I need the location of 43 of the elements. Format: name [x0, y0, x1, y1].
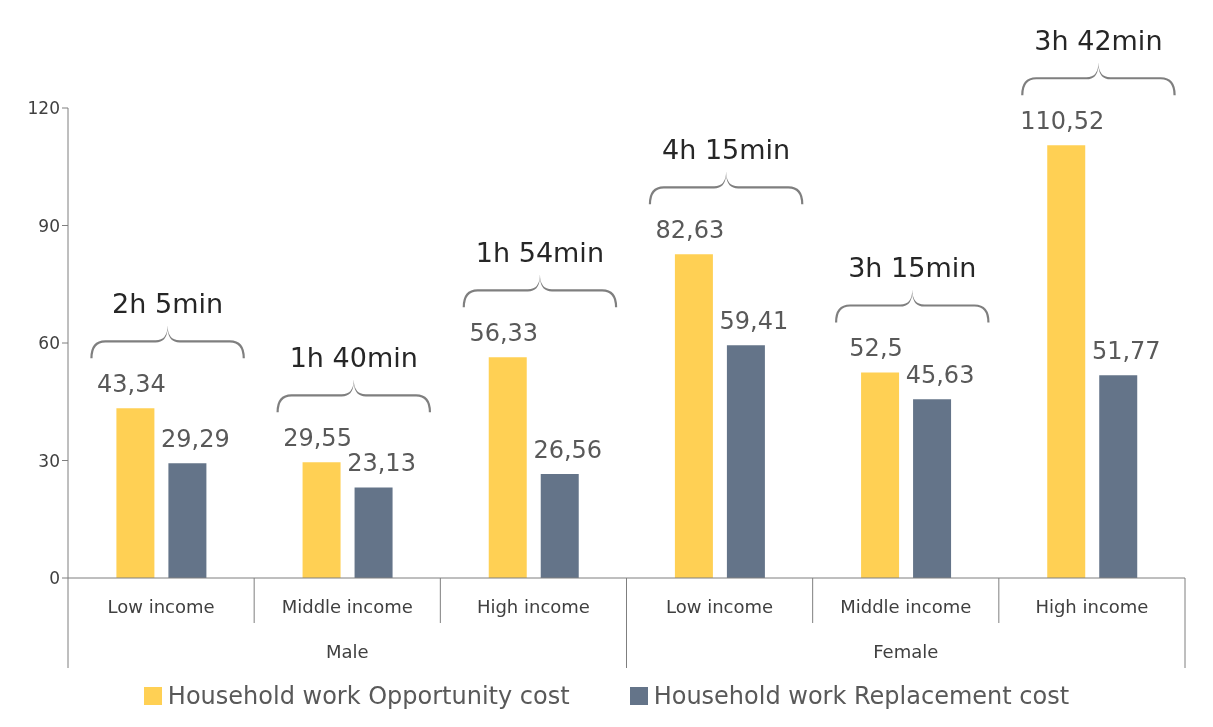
annotation: 1h 54min — [475, 237, 605, 269]
x-tick-label: Middle income — [281, 595, 413, 617]
bar — [540, 473, 579, 578]
x-tick-label: Low income — [107, 595, 215, 617]
legend-label: Household work Opportunity cost — [166, 682, 570, 710]
data-label: 26,56 — [533, 435, 603, 464]
annotation: 1h 40min — [289, 342, 418, 374]
data-label: 43,34 — [97, 370, 166, 399]
data-label: 59,41 — [719, 307, 789, 336]
y-tick-label: 90 — [38, 215, 60, 236]
bar — [116, 408, 155, 578]
data-label: 51,77 — [1091, 337, 1161, 366]
bar — [913, 399, 952, 578]
text: Female — [873, 641, 939, 662]
x-tick-label: High income — [476, 595, 590, 617]
annotation: 2h 5min — [112, 288, 224, 320]
y-tick-label: 60 — [38, 333, 60, 354]
bar — [488, 357, 527, 578]
x-tick-label: High income — [1035, 595, 1149, 617]
data-label: 110,52 — [1020, 107, 1105, 136]
bar — [674, 254, 713, 578]
data-label: 56,33 — [469, 319, 539, 348]
bar — [1099, 375, 1138, 578]
data-label: 82,63 — [655, 216, 725, 245]
data-label: 52,5 — [849, 334, 903, 363]
text: Male — [325, 641, 369, 662]
text: 3h 42min — [1034, 25, 1163, 57]
x-tick-label: Middle income — [840, 595, 972, 617]
bar — [354, 487, 393, 578]
y-tick-label: 120 — [27, 98, 60, 119]
data-label: 45,63 — [905, 361, 975, 390]
bar — [168, 463, 207, 578]
y-tick-label: 0 — [49, 568, 60, 589]
x-tick-label: Low income — [666, 595, 774, 617]
legend-label: Household work Replacement cost — [652, 682, 1070, 710]
data-label: 29,29 — [161, 425, 230, 454]
bar — [861, 372, 900, 578]
bar — [302, 462, 341, 578]
bar — [1047, 145, 1086, 578]
bar — [726, 345, 765, 578]
annotation: 4h 15min — [662, 134, 791, 166]
y-tick-label: 30 — [38, 450, 60, 471]
annotation: 3h 15min — [848, 252, 977, 284]
